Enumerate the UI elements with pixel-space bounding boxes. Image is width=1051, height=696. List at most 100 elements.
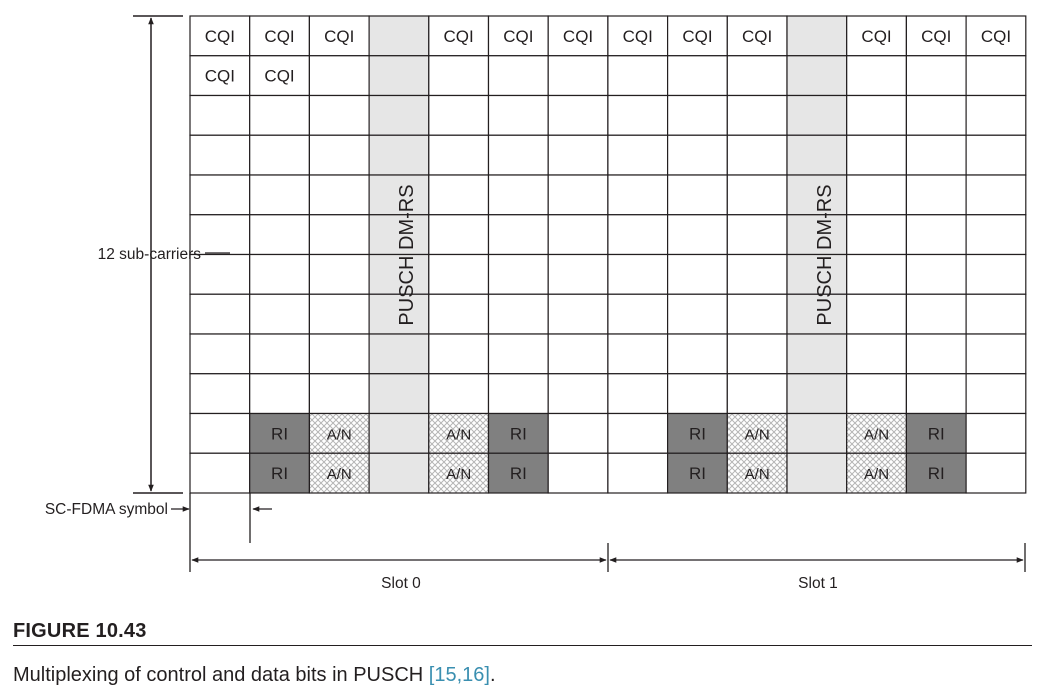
dmrs-cell [368,373,430,415]
cqi-cell-label: CQI [563,27,593,46]
grid-cell [487,253,549,295]
grid-cell [965,134,1027,176]
figure-number: FIGURE 10.43 [13,620,147,642]
ri-cell [487,452,549,494]
grid-cell [846,214,908,256]
grid-cell [428,214,490,256]
grid-cell [846,373,908,415]
grid-cell [607,333,669,375]
grid-cell [308,253,370,295]
grid-cell [547,253,609,295]
ri-cell-label: RI [928,464,945,483]
cqi-cell-label: CQI [623,27,653,46]
grid-cell [726,174,788,216]
ri-cell-label: RI [510,424,527,443]
grid-cell [249,94,310,136]
resource-grid: CQI CQI CQI CQI CQI CQI CQI CQI CQI CQI CQI CQI CQI C… [189,15,1027,494]
cqi-cell-label: CQI [981,27,1011,46]
grid-cell [308,333,370,375]
cqi-cell [666,15,728,57]
grid-cell [905,55,967,97]
cqi-cell-label: CQI [324,27,354,46]
grid-cell [905,293,967,335]
dmrs-label-slot0: PUSCH DM-RS [396,184,418,325]
grid-cell [189,452,251,494]
cqi-cell-label: CQI [205,67,235,86]
grid-cell [487,174,549,216]
ack-nack-cell-label: A/N [864,466,889,483]
grid-cell [965,94,1027,136]
grid-cell [905,333,967,375]
grid-cell [607,293,669,335]
grid-cell [308,293,370,335]
dmrs-cell [786,15,848,57]
cqi-cell-label: CQI [264,27,294,46]
dmrs-cell [368,293,430,335]
grid-cell [487,333,549,375]
grid-cell [428,333,490,375]
grid-cell [726,94,788,136]
grid-cell [666,333,728,375]
grid-cell [308,134,370,176]
grid-cell [189,333,251,375]
dmrs-cell [786,174,848,216]
ack-nack-cell-label: A/N [745,466,770,483]
grid-cell [726,293,788,335]
figure-divider [13,645,1032,646]
grid-cell [846,94,908,136]
grid-cell [726,253,788,295]
grid-cell [726,134,788,176]
grid-cell [428,174,490,216]
dmrs-cell [368,214,430,256]
sc-fdma-symbol-label: SC-FDMA symbol [45,501,168,518]
grid-cell [428,134,490,176]
dmrs-cell [368,134,430,176]
grid-cell [249,174,310,216]
cqi-cell-label: CQI [503,27,533,46]
dmrs-cell [368,412,430,454]
grid-cell [846,253,908,295]
slot1-label: Slot 1 [798,575,838,592]
grid-cell [666,55,728,97]
grid-cell [726,373,788,415]
grid-cell [249,253,310,295]
grid-cell [189,134,251,176]
ack-nack-cell-label: A/N [327,466,352,483]
cqi-cell-label: CQI [921,27,951,46]
grid-cell [905,174,967,216]
grid-cell [607,253,669,295]
caption-reference-link[interactable]: [15,16] [428,664,490,686]
grid-cell [547,55,609,97]
cqi-cell [189,15,251,57]
grid-cell [189,412,251,454]
grid-cell [846,333,908,375]
grid-cell [308,174,370,216]
cqi-cell [547,15,609,57]
grid-cell [666,134,728,176]
ack-nack-cell-label: A/N [745,426,770,443]
grid-cell [487,94,549,136]
cqi-cell-label: CQI [861,27,891,46]
grid-cell [965,452,1027,494]
sc-fdma-symbol-marker: SC-FDMA symbol [45,493,272,543]
cqi-cell [249,55,310,97]
ack-nack-cell-label: A/N [864,426,889,443]
ri-cell [905,452,967,494]
grid-cell [965,253,1027,295]
ack-nack-cell-label: A/N [446,426,471,443]
grid-cell [965,214,1027,256]
grid-cell [547,94,609,136]
dmrs-cell [786,94,848,136]
grid-cell [487,55,549,97]
dmrs-cell [368,15,430,57]
grid-cell [965,373,1027,415]
grid-cell [726,333,788,375]
grid-cell [666,94,728,136]
dmrs-cell [786,373,848,415]
grid-cell [965,174,1027,216]
grid-cell [249,293,310,335]
grid-cell [249,214,310,256]
dmrs-cell [786,333,848,375]
grid-cell [249,134,310,176]
grid-cell [666,293,728,335]
